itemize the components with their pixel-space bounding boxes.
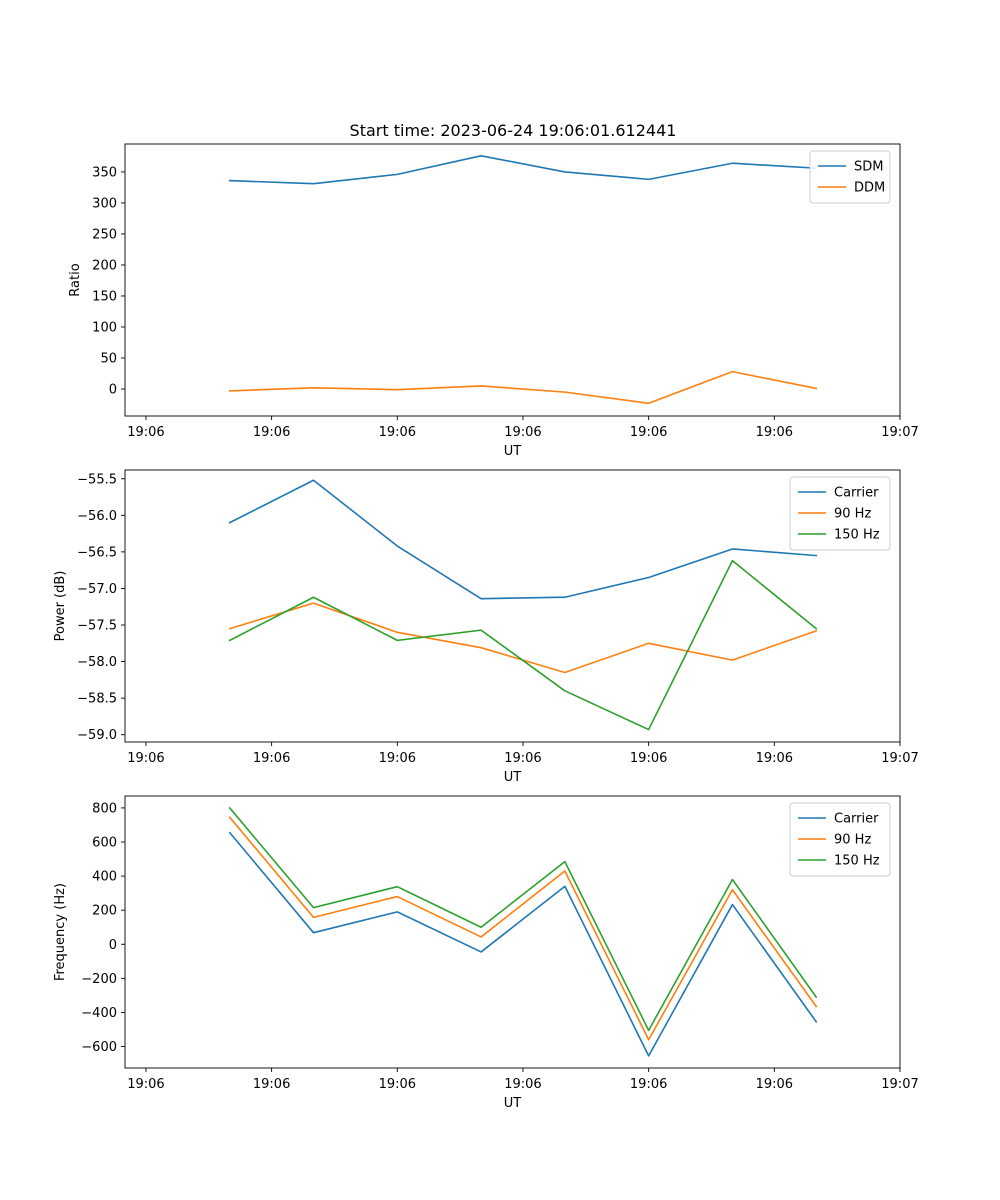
y-tick-label: −56.0 [77, 509, 117, 524]
y-tick-label: −55.5 [77, 472, 117, 487]
x-tick-label: 19:06 [630, 1077, 667, 1092]
axes-frame [124, 143, 901, 417]
x-tick-label: 19:07 [881, 1077, 918, 1092]
x-axis-label: UT [504, 444, 522, 459]
axes-frame [124, 795, 901, 1069]
y-tick-label: −58.5 [77, 692, 117, 707]
y-tick-label: 200 [92, 904, 117, 919]
legend-label: 90 Hz [834, 833, 871, 848]
y-tick-label: −600 [81, 1040, 117, 1055]
x-tick-label: 19:06 [756, 1077, 793, 1092]
x-tick-label: 19:06 [756, 751, 793, 766]
x-tick-label: 19:06 [379, 751, 416, 766]
y-tick-label: 50 [100, 352, 117, 367]
x-tick-label: 19:06 [127, 751, 164, 766]
legend-label: Carrier [834, 486, 879, 501]
y-tick-label: 0 [109, 938, 117, 953]
series-line-carrier [228, 831, 818, 1057]
y-tick-label: 100 [92, 320, 117, 335]
axes-frame [124, 469, 901, 743]
x-tick-label: 19:06 [127, 1077, 164, 1092]
x-tick-label: 19:06 [630, 425, 667, 440]
y-tick-label: −400 [81, 1006, 117, 1021]
legend-box [789, 802, 891, 877]
legend-label: DDM [854, 181, 885, 196]
legend: Carrier 90 Hz 150 Hz [789, 476, 891, 551]
x-tick-label: 19:06 [253, 425, 290, 440]
subplot-3: 19:06 19:06 19:06 19:06 19:06 19:06 19:07 −600 −… [53, 795, 919, 1111]
x-tick-label: 19:06 [253, 751, 290, 766]
x-axis-label: UT [504, 1096, 522, 1111]
x-tick-label: 19:07 [881, 425, 918, 440]
legend-label: 150 Hz [834, 528, 880, 543]
y-tick-label: −200 [81, 972, 117, 987]
y-tick-label: 150 [92, 289, 117, 304]
x-tick-label: 19:06 [127, 425, 164, 440]
subplots: 19:06 19:06 19:06 19:06 19:06 19:06 19:07 0 50 10… [53, 143, 919, 1111]
y-axis-label: Ratio [68, 263, 83, 296]
subplot-1: 19:06 19:06 19:06 19:06 19:06 19:06 19:07 0 50 10… [68, 143, 919, 459]
y-tick-label: −56.5 [77, 545, 117, 560]
figure-title: Start time: 2023-06-24 19:06:01.612441 [350, 121, 677, 140]
y-tick-label: 0 [109, 383, 117, 398]
legend-label: 90 Hz [834, 507, 871, 522]
x-tick-label: 19:06 [253, 1077, 290, 1092]
legend-label: SDM [854, 160, 883, 175]
y-axis-label: Power (dB) [53, 571, 68, 642]
legend-label: Carrier [834, 812, 879, 827]
y-tick-label: 600 [92, 836, 117, 851]
x-tick-label: 19:06 [379, 425, 416, 440]
x-tick-label: 19:06 [756, 425, 793, 440]
x-tick-label: 19:06 [630, 751, 667, 766]
x-tick-label: 19:07 [881, 751, 918, 766]
x-tick-label: 19:06 [504, 425, 541, 440]
legend-label: 150 Hz [834, 854, 880, 869]
series-line-ddm [228, 370, 818, 405]
legend: Carrier 90 Hz 150 Hz [789, 802, 891, 877]
legend-box [789, 476, 891, 551]
x-tick-label: 19:06 [379, 1077, 416, 1092]
x-tick-label: 19:06 [504, 751, 541, 766]
y-tick-label: −59.0 [77, 728, 117, 743]
series-line-150-hz [228, 559, 818, 731]
y-tick-label: −58.0 [77, 655, 117, 670]
y-tick-label: 300 [92, 196, 117, 211]
legend: SDM DDM [809, 150, 891, 204]
series-line-150-hz [228, 806, 818, 1032]
subplot-2: 19:06 19:06 19:06 19:06 19:06 19:06 19:07 −59.0… [53, 469, 919, 785]
y-axis-label: Frequency (Hz) [53, 883, 68, 981]
legend-box [809, 150, 891, 204]
y-tick-label: 200 [92, 258, 117, 273]
y-tick-label: 800 [92, 801, 117, 816]
y-tick-label: 250 [92, 227, 117, 242]
series-line-sdm [228, 154, 818, 185]
x-axis-label: UT [504, 770, 522, 785]
y-tick-label: 400 [92, 870, 117, 885]
series-line-90-hz [228, 816, 818, 1041]
y-tick-label: −57.0 [77, 582, 117, 597]
y-tick-label: 350 [92, 165, 117, 180]
x-tick-label: 19:06 [504, 1077, 541, 1092]
y-tick-label: −57.5 [77, 619, 117, 634]
series-line-carrier [228, 479, 818, 600]
